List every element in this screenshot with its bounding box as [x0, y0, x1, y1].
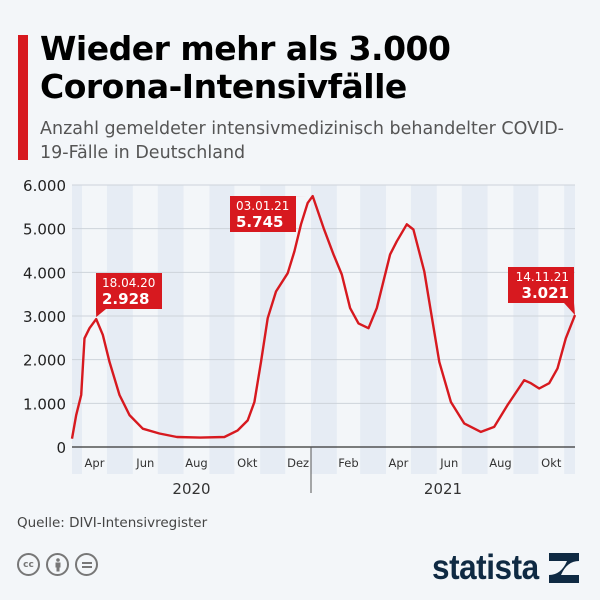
month-band: [72, 185, 82, 474]
month-band: [260, 185, 286, 474]
x-tick-label: Okt: [237, 456, 258, 470]
by-icon[interactable]: [46, 553, 69, 576]
logo-text: statista: [432, 548, 539, 587]
x-tick-label: Okt: [541, 456, 562, 470]
chart-title: Wieder mehr als 3.000 Corona-Intensivfäl…: [40, 29, 451, 106]
source-note: Quelle: DIVI-Intensivregister: [17, 515, 208, 531]
y-tick-label: 1.000: [23, 395, 66, 413]
chart-subtitle: Anzahl gemeldeter intensivmedizinisch be…: [40, 119, 565, 163]
title-accent-bar: [18, 35, 28, 160]
x-tick-label: Jun: [439, 456, 458, 470]
annotation-box: [508, 267, 574, 303]
statista-logo-icon: [548, 553, 579, 583]
month-band: [461, 185, 488, 474]
y-tick-label: 6.000: [23, 177, 66, 195]
x-tick-label: Apr: [85, 456, 105, 470]
y-tick-label: 3.000: [23, 308, 66, 326]
annotation-value: 5.745: [236, 213, 283, 231]
y-tick-label: 2.000: [23, 352, 66, 370]
x-tick-label: Jun: [135, 456, 154, 470]
year-label: 2021: [424, 480, 462, 498]
license-icons: cc: [17, 553, 98, 576]
annotation-box: [230, 196, 296, 232]
x-tick-label: Feb: [338, 456, 358, 470]
y-tick-label: 4.000: [23, 264, 66, 282]
series-line: [70, 194, 577, 439]
y-tick-label: 5.000: [23, 221, 66, 239]
x-tick-label: Apr: [388, 456, 408, 470]
statista-logo[interactable]: statista: [432, 548, 579, 588]
annotation-date: 14.11.21: [516, 270, 569, 284]
month-band: [106, 185, 133, 474]
annotation-date: 18.04.20: [102, 276, 155, 290]
annotation-value: 2.928: [102, 290, 149, 308]
annotation-date: 03.01.21: [236, 199, 289, 213]
month-band: [360, 185, 386, 474]
month-band: [311, 185, 337, 474]
x-tick-label: Aug: [185, 456, 207, 470]
month-band: [157, 185, 184, 474]
x-tick-label: Dez: [287, 456, 309, 470]
cc-icon[interactable]: cc: [17, 553, 40, 576]
nd-icon[interactable]: [75, 553, 98, 576]
annotation-box: [96, 273, 162, 309]
year-label: 2020: [172, 480, 210, 498]
month-band: [209, 185, 235, 474]
x-tick-label: Aug: [489, 456, 511, 470]
y-tick-label: 0: [56, 439, 66, 457]
annotation-pointer: [96, 309, 106, 318]
annotation-value: 3.021: [522, 284, 569, 302]
annotation-pointer: [564, 303, 575, 316]
month-band: [513, 185, 539, 474]
